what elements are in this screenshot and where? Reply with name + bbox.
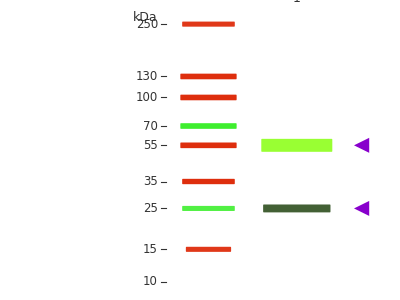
FancyBboxPatch shape (186, 247, 231, 252)
FancyBboxPatch shape (180, 74, 237, 79)
Text: 15: 15 (143, 243, 158, 256)
FancyBboxPatch shape (182, 179, 235, 184)
FancyBboxPatch shape (182, 206, 235, 211)
Text: 250: 250 (136, 18, 158, 31)
Polygon shape (354, 138, 369, 153)
Text: 70: 70 (143, 119, 158, 133)
FancyBboxPatch shape (180, 142, 237, 148)
FancyBboxPatch shape (263, 205, 330, 212)
Text: 35: 35 (143, 175, 158, 188)
Text: 10: 10 (143, 275, 158, 288)
Text: 55: 55 (143, 139, 158, 152)
FancyBboxPatch shape (261, 139, 332, 152)
Text: 130: 130 (136, 70, 158, 83)
FancyBboxPatch shape (182, 22, 235, 27)
Text: 25: 25 (143, 202, 158, 215)
Polygon shape (354, 201, 369, 216)
Text: 100: 100 (136, 91, 158, 104)
FancyBboxPatch shape (180, 95, 237, 100)
FancyBboxPatch shape (180, 123, 237, 129)
Text: kDa: kDa (133, 11, 158, 25)
Text: 1: 1 (293, 0, 301, 5)
